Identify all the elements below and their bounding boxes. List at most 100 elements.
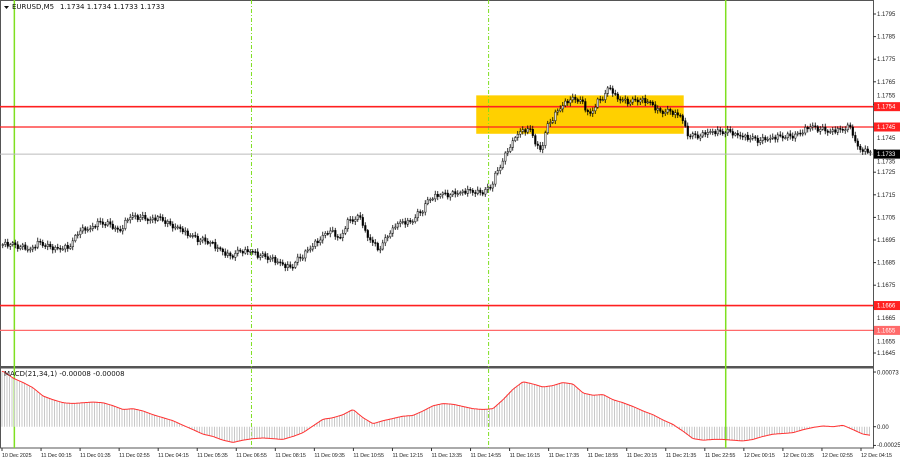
bear-candle xyxy=(159,216,162,218)
bear-candle xyxy=(781,135,784,139)
bull-candle xyxy=(314,240,317,247)
bear-candle xyxy=(214,242,217,249)
bull-candle xyxy=(386,236,389,239)
bear-candle xyxy=(291,266,294,269)
bull-candle xyxy=(726,129,729,134)
bear-candle xyxy=(351,219,354,222)
bear-candle xyxy=(179,226,182,229)
bull-candle xyxy=(541,145,544,150)
bear-candle xyxy=(611,88,614,94)
bull-candle xyxy=(29,248,32,251)
macd-tick-label: 0.00073 xyxy=(877,371,899,377)
bull-candle xyxy=(801,132,804,135)
bull-candle xyxy=(176,226,179,229)
bull-candle xyxy=(296,256,299,263)
bear-candle xyxy=(109,221,112,225)
bull-candle xyxy=(674,112,677,115)
bull-candle xyxy=(426,199,429,204)
bear-candle xyxy=(696,134,699,139)
time-tick-label: 11 Dec 21:35 xyxy=(666,453,697,459)
bear-candle xyxy=(529,128,532,130)
level-price-badge xyxy=(874,301,900,311)
bull-candle xyxy=(26,248,29,251)
bull-candle xyxy=(794,133,797,139)
bear-candle xyxy=(694,133,697,136)
price-tick-label: 1.1755 xyxy=(877,93,896,99)
bull-candle xyxy=(71,240,74,248)
bear-candle xyxy=(616,93,619,100)
bull-candle xyxy=(844,129,847,132)
bear-candle xyxy=(274,256,277,263)
bear-candle xyxy=(626,98,629,105)
bear-candle xyxy=(181,228,184,233)
bull-candle xyxy=(579,99,582,102)
bear-candle xyxy=(861,149,864,152)
bear-candle xyxy=(409,220,412,223)
bull-candle xyxy=(391,227,394,234)
bull-candle xyxy=(656,108,659,111)
bull-candle xyxy=(151,217,154,220)
bull-candle xyxy=(276,261,279,264)
bull-candle xyxy=(521,129,524,132)
bear-candle xyxy=(374,242,377,244)
time-tick-label: 11 Dec 20:15 xyxy=(627,453,658,459)
bull-candle xyxy=(406,220,409,225)
bull-candle xyxy=(439,194,442,197)
bull-candle xyxy=(201,237,204,241)
bear-candle xyxy=(111,223,114,229)
bear-candle xyxy=(371,239,374,243)
bear-candle xyxy=(721,131,724,134)
time-tick-label: 10 Dec 2025 xyxy=(2,453,32,459)
bear-candle xyxy=(44,245,47,247)
bull-candle xyxy=(571,96,574,101)
bear-candle xyxy=(444,192,447,195)
bear-candle xyxy=(289,264,292,268)
dropdown-triangle-icon[interactable] xyxy=(4,6,9,9)
bull-candle xyxy=(46,243,49,247)
bull-candle xyxy=(641,98,644,101)
bear-candle xyxy=(681,115,684,121)
macd-tick-label: 0.00 xyxy=(877,425,889,431)
bull-candle xyxy=(596,98,599,108)
bull-candle xyxy=(79,230,82,235)
bear-candle xyxy=(104,224,107,226)
bear-candle xyxy=(684,120,687,127)
bear-candle xyxy=(589,111,592,114)
bear-candle xyxy=(704,132,707,135)
level-price-label: 1.1666 xyxy=(877,304,896,310)
bull-candle xyxy=(699,135,702,139)
bull-candle xyxy=(131,215,134,218)
bull-candle xyxy=(271,256,274,259)
price-tick-label: 1.1765 xyxy=(877,80,896,86)
level-price-badge xyxy=(874,102,900,112)
bull-candle xyxy=(389,232,392,238)
bull-candle xyxy=(594,106,597,112)
bear-candle xyxy=(186,230,189,236)
bear-candle xyxy=(241,251,244,254)
bull-candle xyxy=(639,99,642,103)
bear-candle xyxy=(479,189,482,193)
bull-candle xyxy=(11,242,14,245)
bear-candle xyxy=(839,128,842,130)
bear-candle xyxy=(224,251,227,256)
price-tick-label: 1.1745 xyxy=(877,136,896,142)
bear-candle xyxy=(746,134,749,140)
bull-candle xyxy=(569,99,572,104)
bull-candle xyxy=(666,108,669,113)
symbol-label: EURUSD,M5 xyxy=(12,3,54,11)
bull-candle xyxy=(156,216,159,221)
bull-candle xyxy=(846,124,849,131)
bull-candle xyxy=(771,136,774,139)
bear-candle xyxy=(239,249,242,252)
bear-candle xyxy=(714,131,717,135)
bull-candle xyxy=(749,138,752,140)
bull-candle xyxy=(624,98,627,101)
bull-candle xyxy=(329,230,332,235)
bull-candle xyxy=(831,129,834,132)
price-tick-label: 1.1795 xyxy=(877,12,896,18)
bull-candle xyxy=(554,111,557,121)
price-axis xyxy=(874,0,900,460)
bear-candle xyxy=(659,108,662,112)
bull-candle xyxy=(344,228,347,234)
